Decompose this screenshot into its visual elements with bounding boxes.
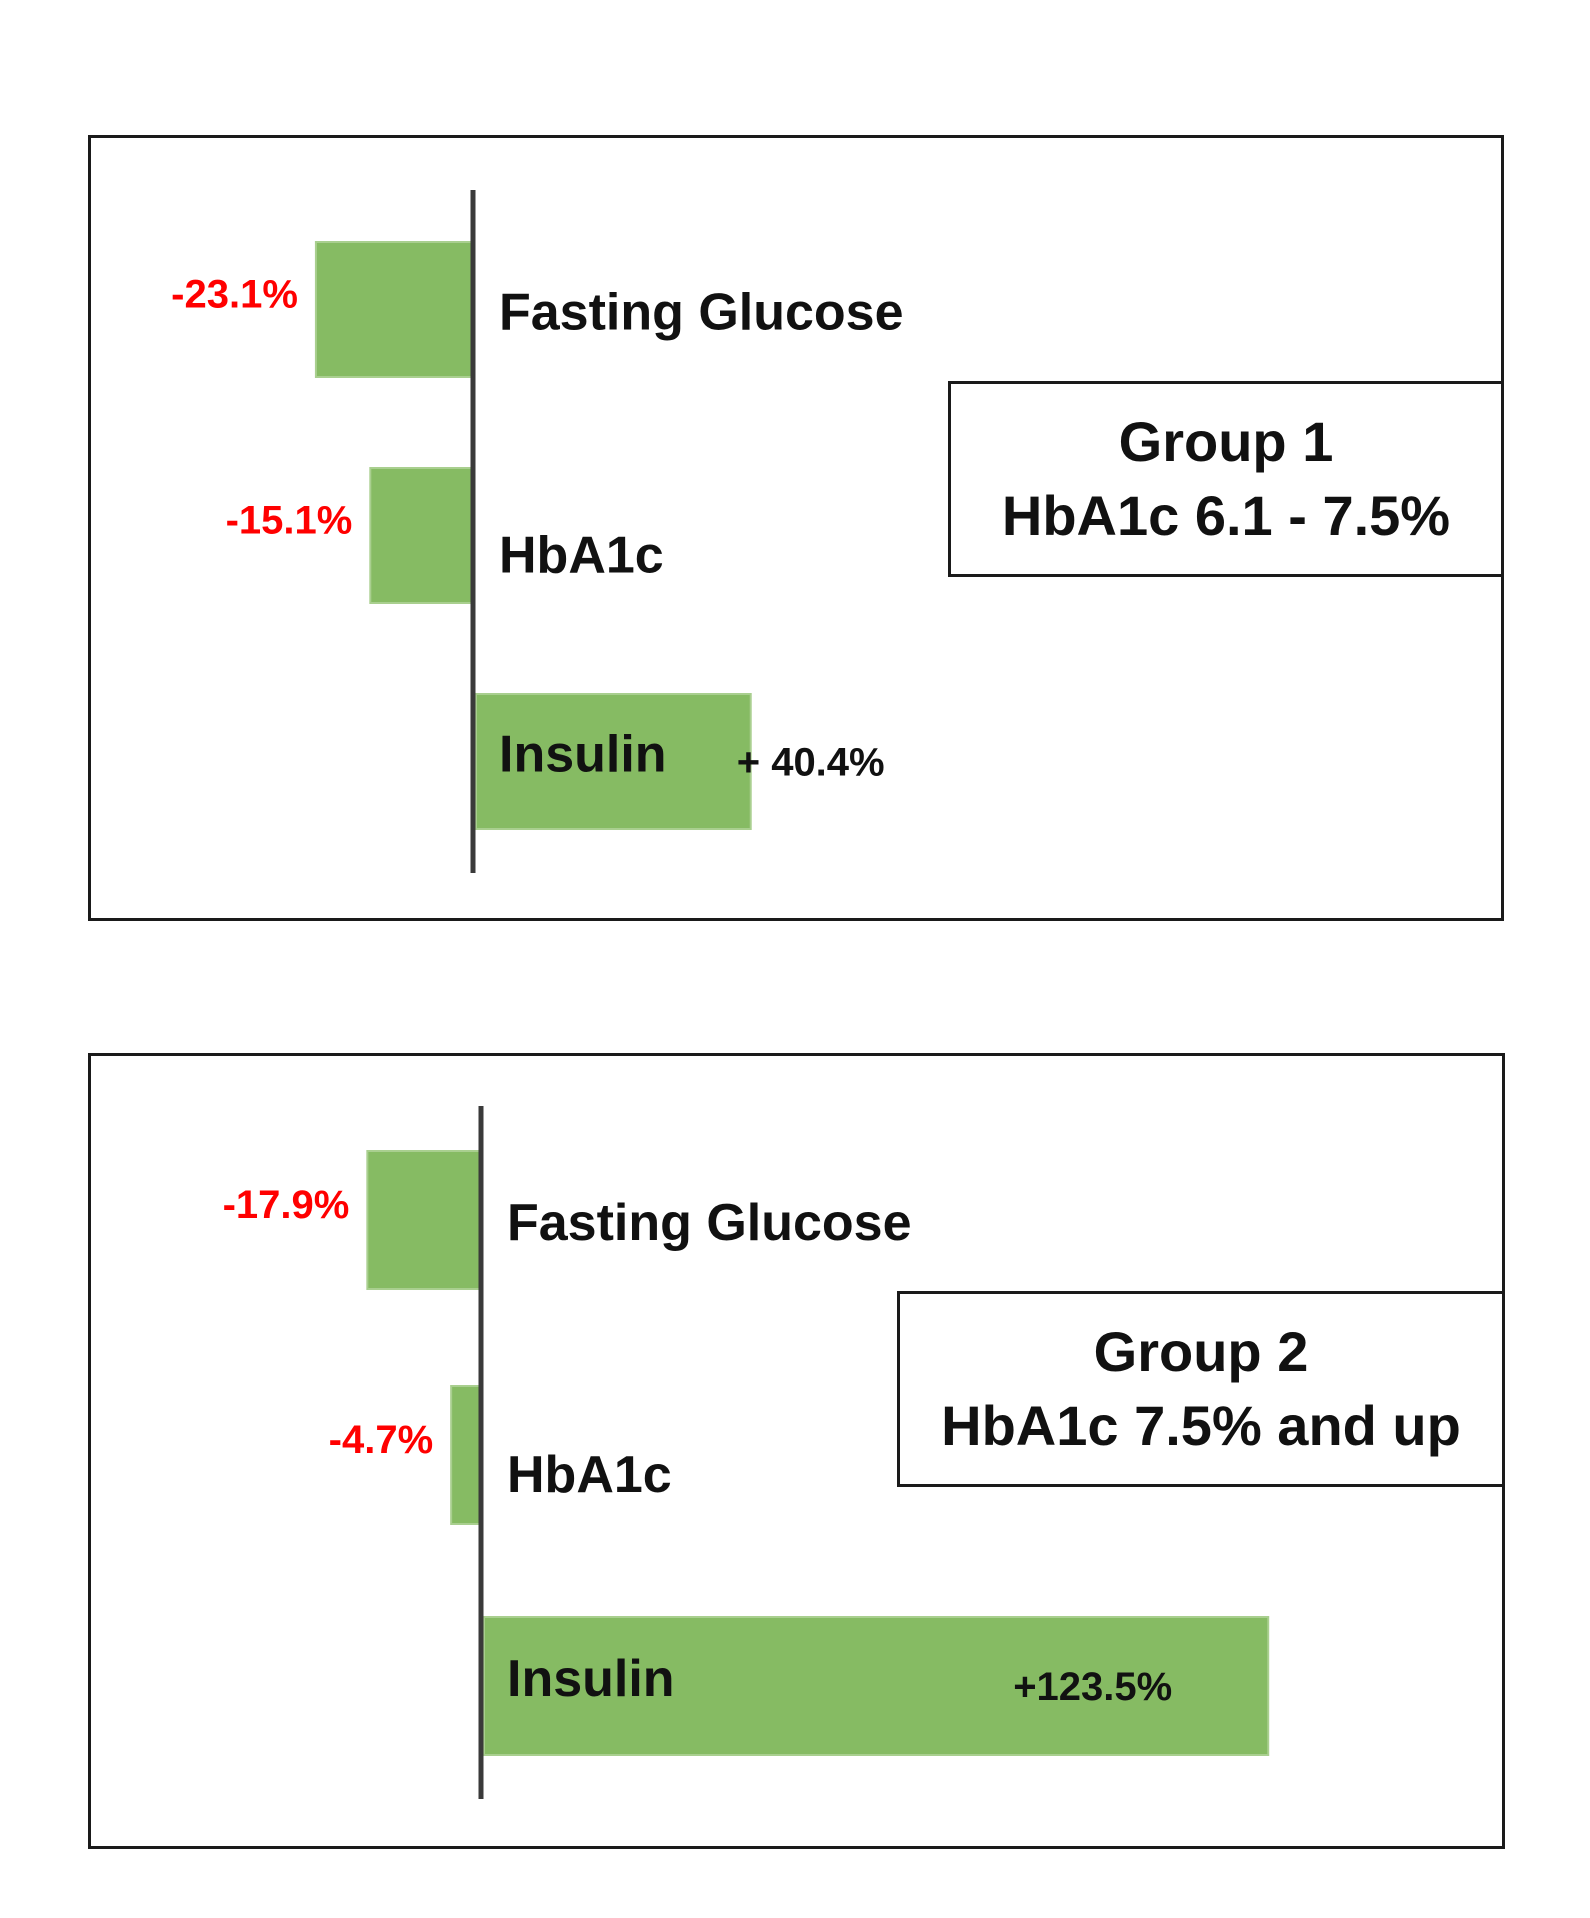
value-label: -23.1% <box>171 273 298 317</box>
category-label-fasting-glucose: Fasting Glucose <box>507 1194 912 1252</box>
bar-chart-group-1: Fasting Glucose HbA1c Insulin -23.1% -15.1% +… <box>171 190 904 873</box>
bar-fasting-glucose <box>366 1150 482 1290</box>
group-legend-box: Group 1 HbA1c 6.1 - 7.5% <box>948 381 1504 577</box>
chart-panel-group-2: Fasting Glucose HbA1c Insulin -17.9% -4.7% +1… <box>88 1053 1505 1849</box>
group-title: Group 2 <box>1093 1320 1309 1383</box>
value-label: +123.5% <box>1013 1665 1172 1709</box>
group-title: Group 1 <box>1118 410 1334 473</box>
bar-chart-group-2: Fasting Glucose HbA1c Insulin -17.9% -4.7% +1… <box>223 1106 1270 1799</box>
bar-fasting-glucose <box>314 241 474 378</box>
category-label-insulin: Insulin <box>499 726 667 784</box>
bar-hba1c <box>450 1385 482 1525</box>
value-label: -15.1% <box>226 499 353 543</box>
bar-insulin <box>483 1616 1270 1756</box>
bar-insulin <box>475 693 752 830</box>
category-label-hba1c: HbA1c <box>499 527 664 585</box>
value-label: -4.7% <box>329 1418 434 1462</box>
category-label-fasting-glucose: Fasting Glucose <box>499 284 904 342</box>
value-label: -17.9% <box>223 1183 350 1227</box>
value-label: + 40.4% <box>737 741 885 785</box>
group-range: HbA1c 7.5% and up <box>941 1394 1461 1457</box>
group-range: HbA1c 6.1 - 7.5% <box>1001 484 1451 547</box>
bar-hba1c <box>369 467 475 604</box>
group-legend-box: Group 2 HbA1c 7.5% and up <box>897 1291 1505 1487</box>
chart-panel-group-1: Fasting Glucose HbA1c Insulin -23.1% -15.1% +… <box>88 135 1504 921</box>
category-label-hba1c: HbA1c <box>507 1446 672 1504</box>
category-label-insulin: Insulin <box>507 1650 675 1708</box>
